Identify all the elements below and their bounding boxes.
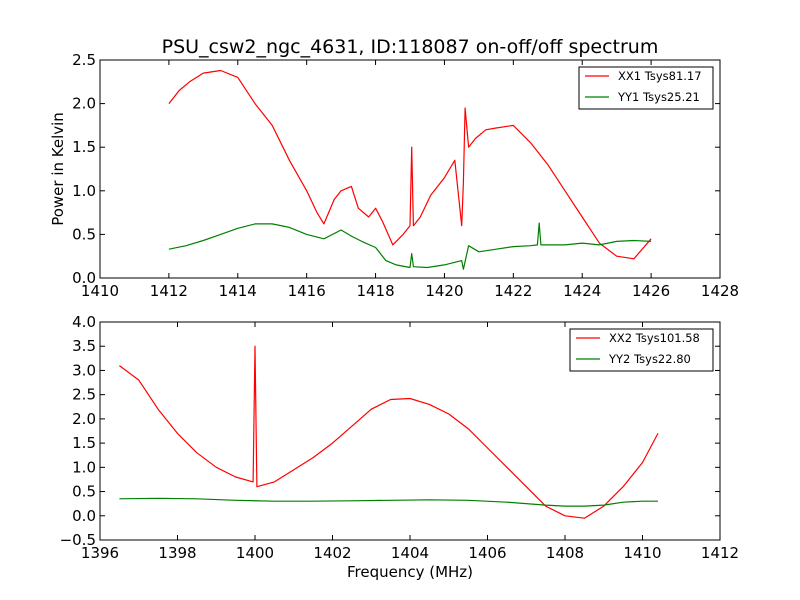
x-tick-label: 1398 xyxy=(158,544,196,562)
x-tick-label: 1412 xyxy=(150,282,188,300)
bottom-chart: Frequency (MHz) 1396 1398 1400 1402 1404 1406… xyxy=(60,313,740,581)
y-tick-label: 0.5 xyxy=(72,483,96,501)
series-line-1 xyxy=(168,69,652,260)
series-lines xyxy=(119,345,659,519)
axis-ticks: 1396 1398 1400 1402 1404 1406 1408 1410 1412 −0.5… xyxy=(60,313,740,562)
y-tick-label: 0.5 xyxy=(72,225,96,243)
x-tick-label: 1418 xyxy=(356,282,394,300)
x-tick-label: 1410 xyxy=(623,544,661,562)
x-tick-label: 1424 xyxy=(563,282,601,300)
x-tick-label: 1402 xyxy=(313,544,351,562)
y-axis-label: Power in Kelvin xyxy=(49,112,67,226)
x-tick-label: 1414 xyxy=(219,282,257,300)
x-tick-label: 1410 xyxy=(81,282,119,300)
series-line-2 xyxy=(168,222,652,270)
legend-box xyxy=(578,66,714,110)
y-tick-label: −0.5 xyxy=(60,531,96,549)
chart-title: PSU_csw2_ngc_4631, ID:118087 on-off/off … xyxy=(162,36,659,58)
series-line-2 xyxy=(119,497,658,507)
y-tick-label: 1.0 xyxy=(72,182,96,200)
y-tick-label: 4.0 xyxy=(72,313,96,331)
y-tick-label: 0.0 xyxy=(72,269,96,287)
series-lines xyxy=(168,69,652,270)
y-tick-label: 2.5 xyxy=(72,386,96,404)
y-tick-label: 1.5 xyxy=(72,434,96,452)
x-tick-label: 1408 xyxy=(546,544,584,562)
x-tick-label: 1420 xyxy=(425,282,463,300)
x-tick-label: 1400 xyxy=(236,544,274,562)
y-tick-label: 2.5 xyxy=(72,51,96,69)
legend: XX1 Tsys81.17 YY1 Tsys25.21 xyxy=(578,66,714,110)
plot-frame xyxy=(99,321,721,541)
y-tick-label: 3.0 xyxy=(72,361,96,379)
x-tick-label: 1406 xyxy=(468,544,506,562)
y-tick-label: 0.0 xyxy=(72,507,96,525)
legend-entry-yy2: YY2 Tsys22.80 xyxy=(608,352,691,366)
axis-ticks: 1410 1412 1414 1416 1418 1420 1422 1424 1426 1428… xyxy=(72,51,739,300)
x-tick-label: 1396 xyxy=(81,544,119,562)
plot-frame xyxy=(99,59,721,279)
y-tick-label: 3.5 xyxy=(72,337,96,355)
legend-entry-yy1: YY1 Tsys25.21 xyxy=(617,90,700,104)
x-tick-label: 1416 xyxy=(288,282,326,300)
y-tick-label: 1.0 xyxy=(72,458,96,476)
y-tick-label: 1.5 xyxy=(72,138,96,156)
x-tick-label: 1404 xyxy=(391,544,429,562)
top-chart: PSU_csw2_ngc_4631, ID:118087 on-off/off … xyxy=(49,36,739,300)
x-axis-label: Frequency (MHz) xyxy=(347,563,473,581)
series-line-1 xyxy=(119,345,659,519)
x-tick-label: 1412 xyxy=(701,544,739,562)
y-tick-label: 2.0 xyxy=(72,410,96,428)
legend-entry-xx1: XX1 Tsys81.17 xyxy=(618,69,702,83)
legend: XX2 Tsys101.58 YY2 Tsys22.80 xyxy=(569,328,714,372)
y-tick-label: 2.0 xyxy=(72,95,96,113)
x-tick-label: 1426 xyxy=(632,282,670,300)
legend-box xyxy=(569,328,714,372)
legend-entry-xx2: XX2 Tsys101.58 xyxy=(609,331,700,345)
x-tick-label: 1422 xyxy=(494,282,532,300)
x-tick-label: 1428 xyxy=(701,282,739,300)
